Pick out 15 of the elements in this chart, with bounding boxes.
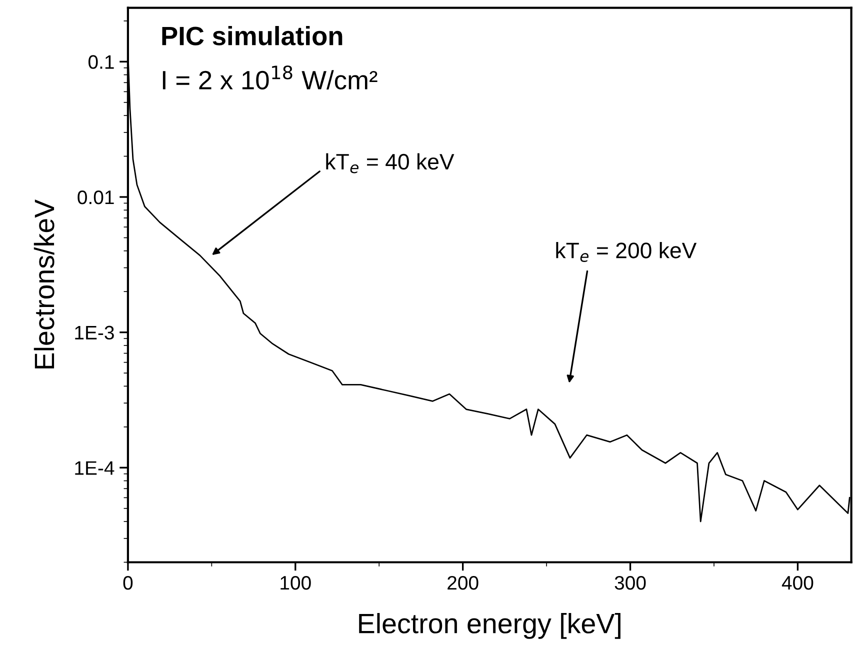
y-tick-label: 1E-3 [75, 326, 114, 340]
x-axis-title: Electron energy [keV] [359, 613, 620, 639]
text: PIC simulation [162, 26, 342, 46]
text: I = 2 x 10$^{18}$ W/cm² [162, 65, 378, 90]
x-tick-label: 400 [782, 576, 814, 590]
x-tick-label: 100 [280, 576, 311, 590]
y-tick-label: 0.1 [88, 55, 114, 69]
x-tick-label: 300 [614, 576, 646, 590]
y-tick-label: 0.01 [78, 190, 114, 204]
y-tick-label: 1E-4 [75, 461, 114, 475]
x-tick-label: 0 [123, 576, 133, 590]
y-axis-title: Electrons/keV [34, 199, 54, 368]
annotation: kT$_{e}$ = 40 keV [326, 153, 454, 174]
x-tick-label: 200 [448, 576, 478, 590]
annotation: kT$_{e}$ = 200 keV [556, 242, 697, 262]
